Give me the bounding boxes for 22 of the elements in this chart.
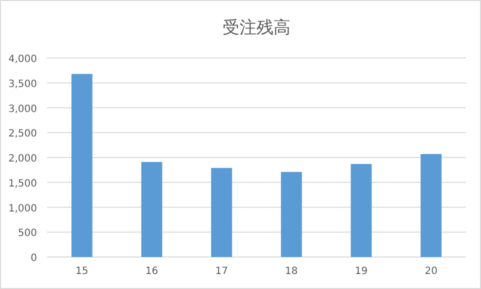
- y-tick-label: 2,000: [8, 154, 37, 164]
- y-tick-label: 2,500: [8, 128, 37, 140]
- bar: [280, 172, 302, 257]
- x-tick-label: 17: [215, 266, 228, 277]
- chart-title: 受注残高: [222, 18, 290, 38]
- x-tick-label: 16: [145, 266, 158, 277]
- y-tick-label: 3,000: [8, 104, 37, 115]
- y-tick-label: 4,000: [8, 54, 37, 65]
- bar: [211, 168, 232, 257]
- x-tick-label: 19: [354, 266, 368, 277]
- bar: [420, 154, 442, 257]
- y-tick-label: 0: [30, 253, 37, 264]
- bar: [141, 162, 162, 257]
- x-tick-label: 15: [76, 266, 88, 277]
- x-tick-label: 20: [424, 266, 438, 277]
- y-tick-label: 3,500: [8, 78, 37, 90]
- y-tick-label: 1,500: [8, 178, 37, 190]
- x-tick-label: 18: [285, 266, 298, 277]
- bar: [350, 164, 372, 257]
- y-tick-label: 1,000: [8, 203, 37, 214]
- y-tick-label: 500: [18, 228, 37, 240]
- bar: [71, 74, 92, 257]
